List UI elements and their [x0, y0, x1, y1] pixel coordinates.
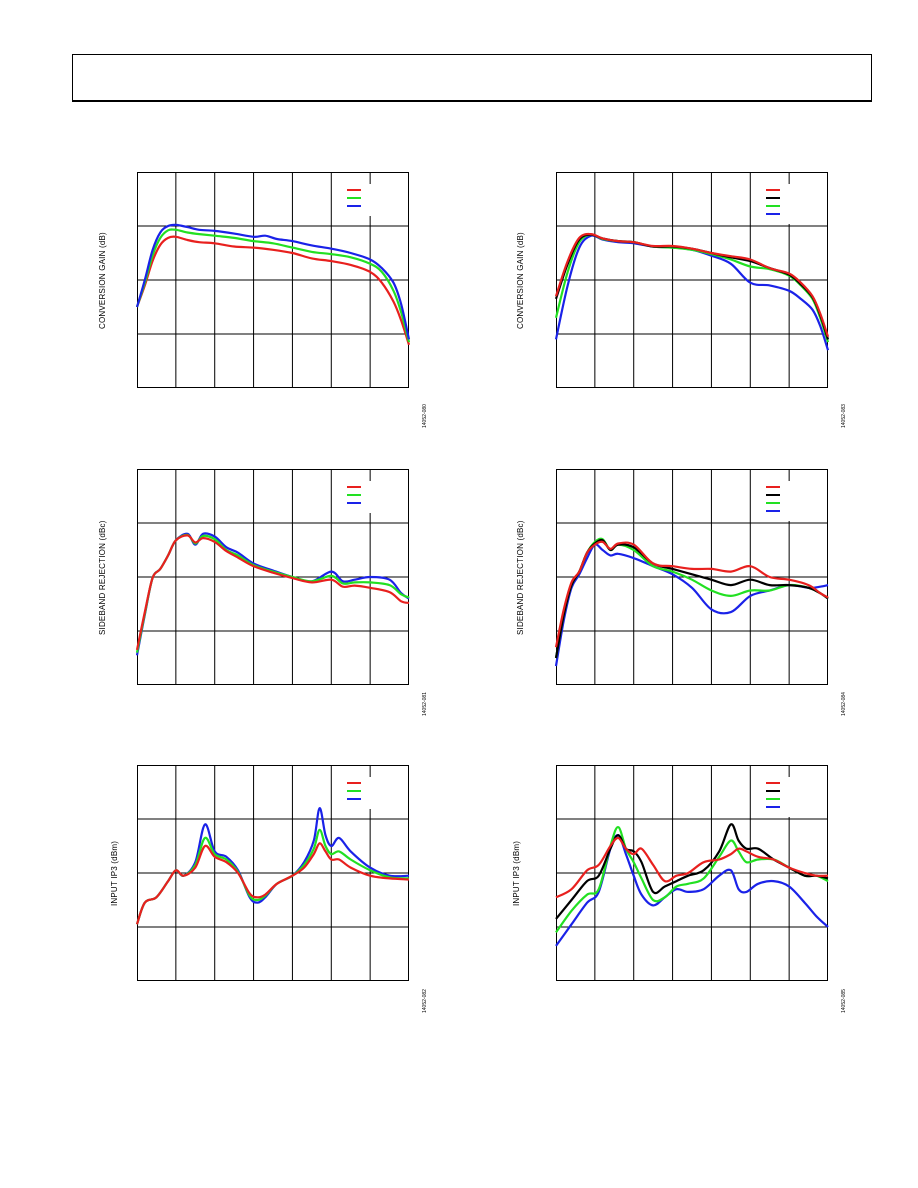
- y-axis-label: SIDEBAND REJECTION (dBc): [516, 519, 525, 635]
- figure-id-label: 14052-085: [841, 989, 847, 1013]
- series-line-blue: [135, 807, 410, 925]
- series-line-green: [135, 828, 410, 925]
- series-line-green: [555, 826, 829, 934]
- series-line-red: [135, 842, 410, 925]
- chart-top-right: [554, 172, 830, 388]
- legend-box: [347, 777, 399, 809]
- chart-middle-left: [135, 469, 410, 685]
- legend-box: [347, 481, 399, 513]
- y-axis-label: INPUT IP3 (dBm): [512, 840, 521, 906]
- figure-id-label: 14052-080: [422, 404, 428, 428]
- page-header-box: [72, 54, 872, 102]
- series-line-blue: [554, 234, 830, 351]
- figure-id-label: 14052-081: [422, 692, 428, 716]
- series-line-blue: [135, 532, 410, 656]
- series-line-green: [135, 228, 411, 343]
- plot-frame: [137, 765, 409, 981]
- series-line-blue: [135, 223, 411, 340]
- y-axis-label: SIDEBAND REJECTION (dBc): [98, 519, 107, 635]
- chart-bottom-left: [135, 765, 410, 981]
- plot-frame: [137, 172, 409, 388]
- legend-box: [347, 184, 399, 216]
- plot-frame: [556, 469, 828, 685]
- chart-top-left: [135, 172, 411, 388]
- plot-frame: [556, 172, 828, 388]
- series-line-red: [554, 540, 829, 648]
- figure-id-label: 14052-082: [422, 989, 428, 1013]
- series-line-green: [135, 533, 410, 653]
- plot-frame: [556, 765, 828, 981]
- series-line-red: [135, 235, 411, 346]
- y-axis-label: CONVERSION GAIN (dB): [98, 231, 107, 329]
- chart-bottom-right: [555, 765, 829, 981]
- series-line-green: [554, 233, 830, 343]
- series-line-red: [135, 534, 410, 651]
- chart-middle-right: [554, 469, 829, 685]
- figure-id-label: 14052-084: [841, 692, 847, 716]
- y-axis-label: CONVERSION GAIN (dB): [516, 231, 525, 329]
- series-line-green: [554, 537, 829, 659]
- series-line-red: [554, 232, 830, 338]
- series-line-blue: [554, 543, 829, 667]
- series-line-black: [554, 538, 829, 659]
- series-line-red: [555, 836, 829, 899]
- figure-id-label: 14052-083: [841, 404, 847, 428]
- y-axis-label: INPUT IP3 (dBm): [110, 840, 119, 906]
- plot-frame: [137, 469, 409, 685]
